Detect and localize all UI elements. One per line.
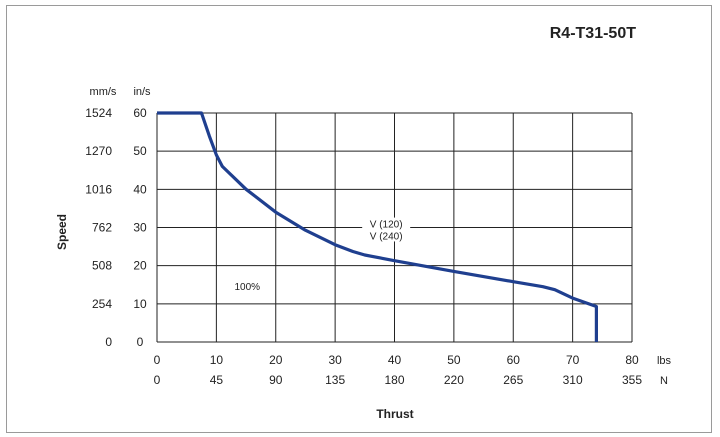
y-tick-label-mms: 508 — [92, 259, 112, 273]
x-tick-label-n: 0 — [154, 373, 161, 387]
annotation-bg — [362, 217, 411, 230]
y-tick-label-ins: 10 — [133, 297, 147, 311]
y-unit-ins: in/s — [133, 86, 151, 98]
annotation-bg — [362, 229, 411, 242]
x-tick-label-n: 180 — [384, 373, 404, 387]
y-tick-label-mms: 1524 — [85, 106, 112, 120]
x-unit-lbs: lbs — [657, 355, 672, 367]
annotation-label: V (240) — [370, 231, 403, 242]
y-tick-label-ins: 30 — [133, 221, 147, 235]
y-tick-label-ins: 50 — [133, 144, 147, 158]
x-tick-label-n: 90 — [269, 373, 283, 387]
series-line — [157, 111, 599, 342]
x-tick-label-lbs: 70 — [566, 353, 580, 367]
annotation-label: V (120) — [370, 220, 403, 231]
annotation-bg — [223, 279, 272, 292]
y-unit-mms: mm/s — [90, 86, 117, 98]
chart-frame — [6, 5, 712, 433]
y-tick-label-ins: 60 — [133, 106, 147, 120]
x-tick-label-lbs: 30 — [328, 353, 342, 367]
y-tick-label-mms: 254 — [92, 297, 112, 311]
x-tick-label-lbs: 20 — [269, 353, 283, 367]
y-tick-label-ins: 20 — [133, 259, 147, 273]
y-tick-label-mms: 0 — [105, 335, 112, 349]
y-axis-label: Speed — [55, 214, 69, 250]
x-tick-label-lbs: 60 — [507, 353, 521, 367]
y-tick-label-mms: 762 — [92, 221, 112, 235]
y-tick-label-mms: 1016 — [85, 182, 112, 196]
x-tick-label-lbs: 0 — [154, 353, 161, 367]
x-tick-label-lbs: 80 — [625, 353, 639, 367]
y-tick-label-ins: 0 — [137, 335, 144, 349]
x-tick-label-n: 220 — [444, 373, 464, 387]
y-tick-label-mms: 1270 — [85, 144, 112, 158]
x-axis-label: Thrust — [376, 407, 413, 421]
x-tick-label-lbs: 40 — [388, 353, 402, 367]
x-tick-label-lbs: 10 — [210, 353, 224, 367]
x-unit-n: N — [660, 375, 668, 387]
x-tick-label-n: 135 — [325, 373, 345, 387]
x-tick-label-n: 355 — [622, 373, 642, 387]
x-tick-label-n: 45 — [210, 373, 224, 387]
x-tick-label-n: 310 — [563, 373, 583, 387]
x-tick-label-lbs: 50 — [447, 353, 461, 367]
y-tick-label-ins: 40 — [133, 182, 147, 196]
chart-title: R4-T31-50T — [550, 25, 636, 42]
x-tick-label-n: 265 — [503, 373, 523, 387]
annotation-label: 100% — [234, 282, 260, 293]
